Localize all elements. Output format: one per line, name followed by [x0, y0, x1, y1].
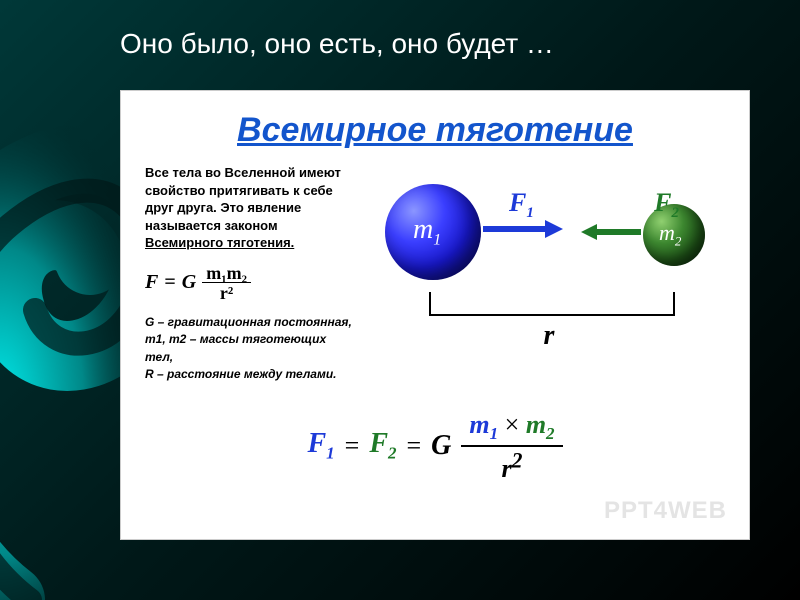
left-column: Все тела во Вселенной имеют свойство при…: [145, 164, 355, 383]
mass-1-sphere: m1: [385, 184, 481, 280]
slide-title: Оно было, оно есть, оно будет …: [120, 28, 554, 60]
paragraph: Все тела во Вселенной имеют свойство при…: [145, 164, 355, 252]
diagram: m1 m2 F1 F2 r: [373, 164, 725, 374]
f2-arrow: [581, 222, 641, 242]
f1-arrow: [483, 218, 563, 240]
content-card: Всемирное тяготение Все тела во Вселенно…: [120, 90, 750, 540]
distance-line: [429, 314, 675, 316]
watermark: PPT4WEB: [604, 497, 727, 525]
main-formula: F1 = F2 = G m1 × m2 r2: [145, 409, 725, 482]
small-formula: F = G m₁m₂ r²: [145, 264, 355, 302]
slide: Оно было, оно есть, оно будет … Всемирно…: [0, 0, 800, 600]
legend: G – гравитационная постоянная, m1, m2 – …: [145, 314, 355, 384]
card-title: Всемирное тяготение: [145, 111, 725, 150]
distance-label: r: [544, 320, 555, 352]
f2-label: F2: [654, 188, 679, 222]
